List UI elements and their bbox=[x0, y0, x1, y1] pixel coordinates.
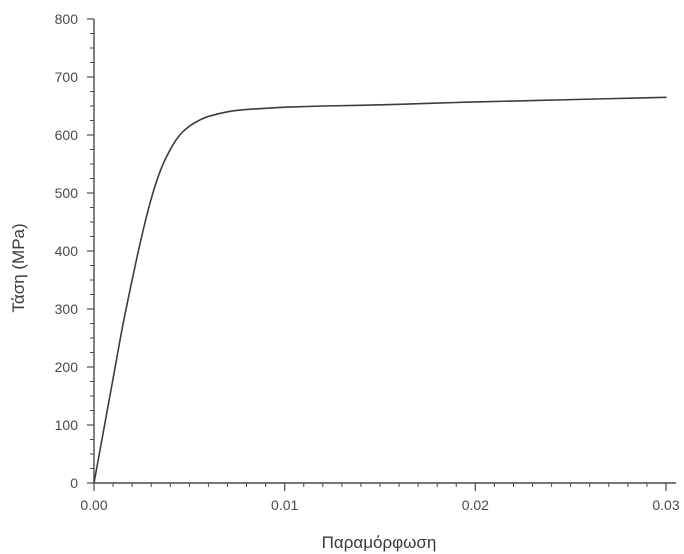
x-axis-title: Παραμόρφωση bbox=[322, 533, 437, 552]
y-tick-label: 600 bbox=[55, 127, 79, 143]
x-tick-label: 0.01 bbox=[271, 497, 298, 513]
y-tick-label: 100 bbox=[55, 417, 79, 433]
x-tick-label: 0.03 bbox=[652, 497, 679, 513]
y-axis-title: Τάση (MPa) bbox=[9, 223, 28, 312]
y-tick-label: 500 bbox=[55, 185, 79, 201]
y-tick-label: 700 bbox=[55, 69, 79, 85]
y-tick-label: 300 bbox=[55, 301, 79, 317]
series-group bbox=[93, 96, 667, 484]
y-tick-label: 800 bbox=[55, 11, 79, 27]
x-tick-label: 0.02 bbox=[462, 497, 489, 513]
y-tick-label: 0 bbox=[70, 475, 78, 491]
series-line bbox=[93, 96, 667, 484]
x-tick-label: 0.00 bbox=[80, 497, 107, 513]
y-tick-label: 200 bbox=[55, 359, 79, 375]
x-axis-ticks: 0.00 0.01 0.02 0.03 bbox=[80, 483, 680, 513]
y-tick-label: 400 bbox=[55, 243, 79, 259]
y-axis-ticks: 0 100 200 300 400 500 600 700 800 bbox=[55, 11, 94, 491]
